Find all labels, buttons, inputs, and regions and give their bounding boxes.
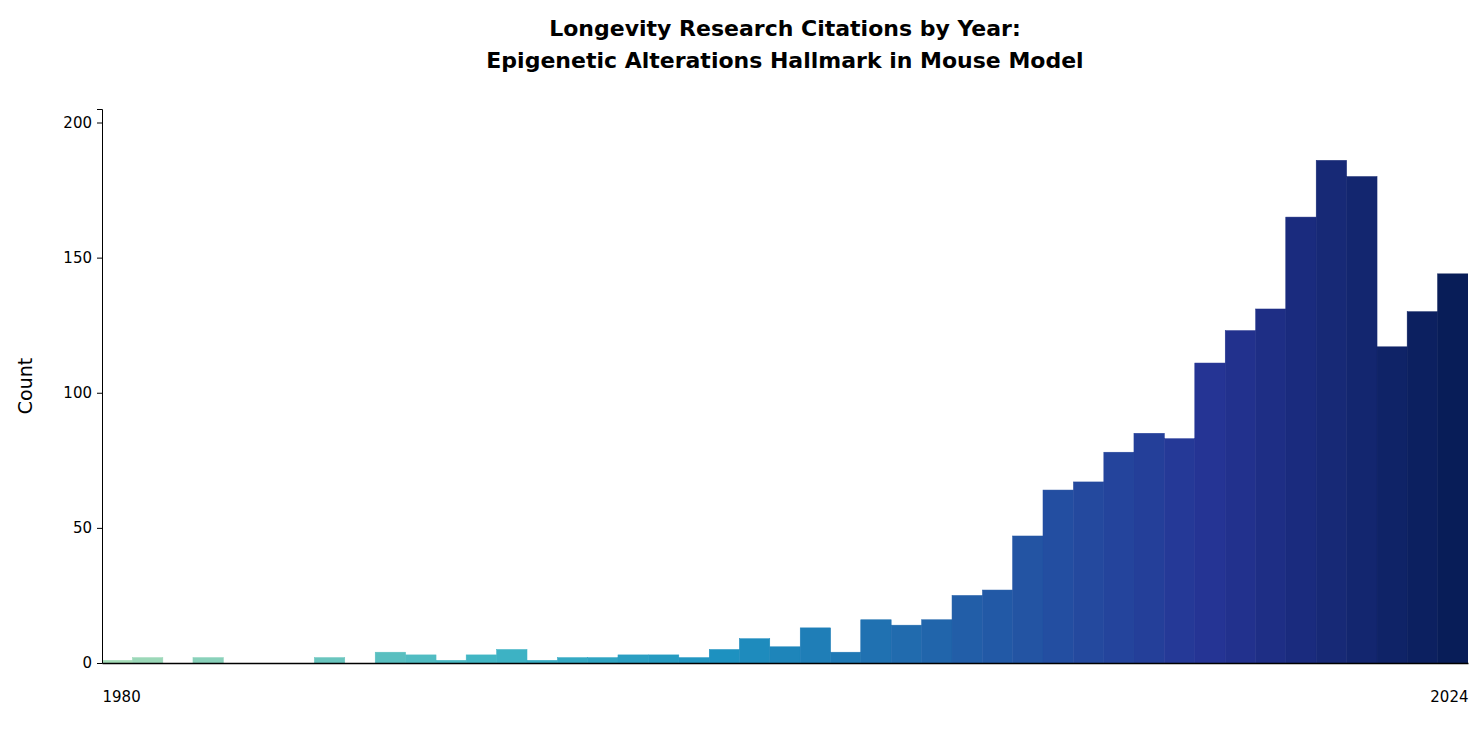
bar (1164, 439, 1194, 663)
x-tick-label: 1980 (103, 688, 141, 706)
bar (436, 660, 466, 663)
y-tick-mark (97, 663, 102, 664)
y-tick-label: 200 (63, 114, 92, 132)
bar (1043, 490, 1073, 663)
y-tick: 100 (63, 384, 102, 402)
title: Longevity Research Citations by Year:Epi… (486, 16, 1083, 73)
bar (831, 652, 861, 663)
bar (679, 658, 709, 663)
y-axis: 0 50 100 150 200 (63, 110, 102, 673)
y-tick-mark (97, 258, 102, 259)
bar (800, 628, 830, 663)
bar (770, 647, 800, 663)
bar (618, 655, 648, 663)
y-tick-mark (97, 123, 102, 124)
bar (1104, 452, 1134, 663)
x-axis: 1980 2024 (103, 663, 1469, 706)
y-tick-label: 50 (73, 519, 92, 537)
y-tick: 200 (63, 114, 102, 132)
bar (132, 658, 162, 663)
bar (1073, 482, 1103, 663)
bar (588, 658, 618, 663)
bar (466, 655, 496, 663)
x-tick: 2024 (1430, 663, 1468, 706)
bar (406, 655, 436, 663)
bar (952, 595, 982, 663)
bar (1407, 312, 1437, 663)
y-tick-mark (97, 393, 102, 394)
y-tick: 0 (82, 654, 102, 672)
bar (557, 658, 587, 663)
bar (922, 620, 952, 663)
x-tick: 1980 (103, 663, 141, 706)
bar (1195, 363, 1225, 663)
bar (102, 660, 132, 663)
bar (1225, 331, 1255, 663)
bar (1377, 347, 1407, 663)
bar (982, 590, 1012, 663)
x-tick-label: 2024 (1430, 688, 1468, 706)
bar (497, 649, 527, 663)
bars (102, 160, 1468, 663)
bar (1347, 177, 1377, 663)
bar (527, 660, 557, 663)
chart: Longevity Research Citations by Year:Epi… (0, 0, 1484, 733)
bar (375, 652, 405, 663)
bar (891, 625, 921, 663)
y-axis-title: Count (14, 358, 36, 414)
bar (1286, 217, 1316, 663)
y-tick-mark (97, 528, 102, 529)
bar (1316, 160, 1346, 663)
bar (1013, 536, 1043, 663)
y-axis-line (97, 110, 103, 664)
y-tick-label: 0 (82, 654, 92, 672)
y-tick-label: 100 (63, 384, 92, 402)
bar (648, 655, 678, 663)
y-tick-label: 150 (63, 249, 92, 267)
bar (739, 639, 769, 663)
y-tick: 150 (63, 249, 102, 267)
bar (1134, 433, 1164, 663)
bar (1438, 274, 1468, 663)
bar (1256, 309, 1286, 663)
bar (861, 620, 891, 663)
bar (314, 658, 344, 663)
y-tick: 50 (73, 519, 102, 537)
bar (709, 649, 739, 663)
x-axis-line (103, 663, 1469, 664)
bar (193, 658, 223, 663)
